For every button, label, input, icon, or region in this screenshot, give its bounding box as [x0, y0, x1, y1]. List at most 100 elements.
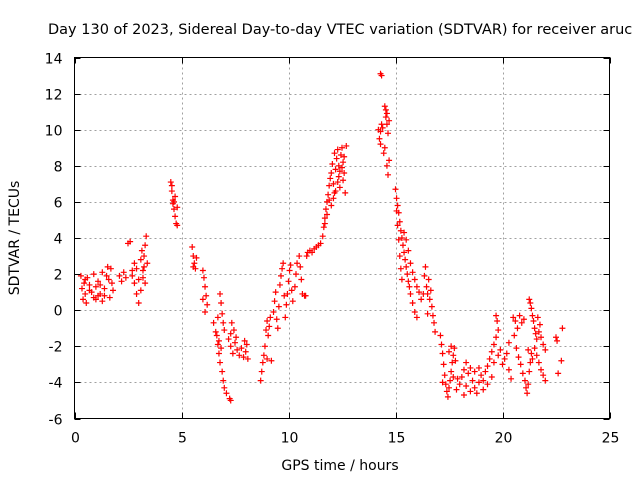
data-point-marker: [233, 334, 240, 341]
data-point-marker: [330, 180, 337, 187]
y-tick-label: 14: [45, 52, 63, 68]
data-point-marker: [232, 339, 238, 346]
data-point-marker: [510, 314, 517, 321]
data-point-marker: [267, 314, 274, 321]
data-point-marker: [559, 325, 566, 332]
data-point-marker: [540, 372, 547, 379]
data-point-marker: [524, 390, 531, 397]
data-point-marker: [199, 296, 206, 303]
data-point-marker: [535, 328, 542, 335]
data-point-marker: [446, 348, 452, 355]
data-point-marker: [505, 366, 512, 373]
data-point-marker: [215, 350, 222, 357]
data-point-marker: [465, 370, 472, 377]
data-point-marker: [493, 312, 500, 319]
data-point-marker: [535, 359, 542, 366]
data-point-marker: [383, 121, 390, 128]
data-point-marker: [463, 383, 470, 390]
data-point-marker: [292, 271, 299, 278]
data-point-marker: [339, 164, 345, 171]
data-point-marker: [302, 292, 309, 299]
data-point-marker: [218, 299, 225, 306]
data-point-marker: [332, 188, 339, 195]
data-point-marker: [219, 368, 226, 375]
data-point-marker: [229, 350, 236, 357]
data-point-marker: [220, 319, 227, 326]
data-point-marker: [453, 386, 460, 393]
data-point-marker: [223, 390, 230, 397]
data-point-marker: [494, 318, 501, 325]
data-point-marker: [394, 222, 401, 229]
data-point-marker: [333, 155, 340, 162]
data-point-marker: [405, 278, 412, 285]
data-point-marker: [144, 260, 151, 267]
data-point-marker: [531, 325, 538, 332]
data-point-marker: [424, 290, 431, 297]
data-point-marker: [283, 301, 290, 308]
data-point-marker: [107, 265, 114, 272]
data-point-marker: [221, 327, 228, 334]
data-point-marker: [532, 330, 539, 337]
data-point-marker: [174, 222, 181, 229]
data-point-marker: [271, 298, 278, 305]
data-point-marker: [394, 202, 401, 209]
data-point-marker: [423, 283, 430, 290]
data-point-marker: [495, 327, 502, 334]
data-point-marker: [398, 276, 405, 283]
data-point-marker: [488, 348, 495, 355]
data-point-marker: [525, 381, 532, 388]
data-point-marker: [421, 272, 428, 279]
data-point-marker: [382, 106, 389, 113]
data-point-marker: [139, 267, 146, 274]
data-point-marker: [334, 179, 341, 186]
data-point-marker: [378, 72, 385, 79]
data-point-marker: [298, 276, 305, 283]
data-point-marker: [86, 281, 93, 288]
x-tick-label: 15: [388, 431, 406, 447]
data-point-marker: [471, 368, 478, 375]
data-point-marker: [536, 321, 543, 328]
data-point-marker: [227, 397, 234, 404]
data-point-marker: [505, 339, 512, 346]
data-point-marker: [393, 195, 400, 202]
data-point-marker: [456, 381, 463, 388]
data-point-marker: [278, 272, 285, 279]
data-point-marker: [328, 202, 335, 209]
data-point-marker: [555, 370, 562, 377]
data-point-marker: [258, 368, 265, 375]
data-point-marker: [501, 355, 508, 362]
data-point-marker: [475, 364, 482, 371]
data-point-marker: [478, 372, 485, 379]
data-point-marker: [519, 370, 526, 377]
data-point-marker: [484, 363, 491, 370]
data-point-marker: [446, 384, 452, 391]
data-point-marker: [236, 352, 243, 359]
data-point-marker: [265, 332, 272, 339]
data-point-marker: [284, 290, 291, 297]
data-point-marker: [116, 272, 123, 279]
data-point-marker: [324, 211, 331, 218]
data-point-marker: [523, 384, 530, 391]
data-point-marker: [538, 334, 545, 341]
data-point-marker: [227, 330, 234, 337]
data-point-marker: [272, 289, 279, 296]
data-point-marker: [141, 253, 148, 260]
data-point-marker: [396, 218, 403, 225]
data-point-marker: [133, 265, 140, 272]
chart-title: Day 130 of 2023, Sidereal Day-to-day VTE…: [48, 22, 632, 38]
data-point-marker: [398, 235, 405, 241]
data-point-marker: [138, 247, 145, 254]
data-point-marker: [499, 361, 506, 368]
data-point-marker: [240, 354, 247, 361]
data-point-marker: [193, 254, 200, 261]
data-point-marker: [475, 379, 482, 386]
data-point-marker: [285, 278, 292, 285]
data-point-marker: [480, 377, 487, 384]
data-point-marker: [542, 346, 549, 353]
data-point-marker: [321, 220, 328, 227]
data-point-marker: [490, 341, 497, 348]
data-point-marker: [380, 150, 387, 157]
y-tick-label: -6: [49, 413, 63, 429]
data-point-marker: [530, 318, 537, 325]
